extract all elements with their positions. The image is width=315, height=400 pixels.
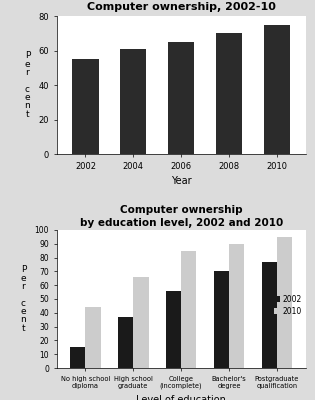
Bar bbox=[85, 307, 101, 368]
Bar bbox=[166, 291, 181, 368]
Bar bbox=[181, 251, 197, 368]
Title: Computer ownership
by education level, 2002 and 2010: Computer ownership by education level, 2… bbox=[79, 205, 283, 228]
Bar bbox=[261, 262, 277, 368]
Bar bbox=[168, 42, 194, 154]
Bar bbox=[120, 49, 146, 154]
Bar bbox=[70, 347, 85, 368]
Bar bbox=[118, 317, 133, 368]
Bar bbox=[216, 33, 242, 154]
Bar bbox=[214, 271, 229, 368]
Bar bbox=[72, 59, 99, 154]
Bar bbox=[264, 25, 290, 154]
X-axis label: Year: Year bbox=[171, 176, 192, 186]
Legend: 2002, 2010: 2002, 2010 bbox=[274, 295, 302, 316]
Bar bbox=[133, 277, 149, 368]
Bar bbox=[229, 244, 244, 368]
Title: Computer ownership, 2002-10: Computer ownership, 2002-10 bbox=[87, 2, 276, 12]
X-axis label: Level of education: Level of education bbox=[136, 395, 226, 400]
Bar bbox=[277, 237, 292, 368]
Y-axis label: P
e
r
 
c
e
n
t: P e r c e n t bbox=[25, 52, 30, 118]
Y-axis label: P
e
r
 
c
e
n
t: P e r c e n t bbox=[20, 266, 26, 332]
